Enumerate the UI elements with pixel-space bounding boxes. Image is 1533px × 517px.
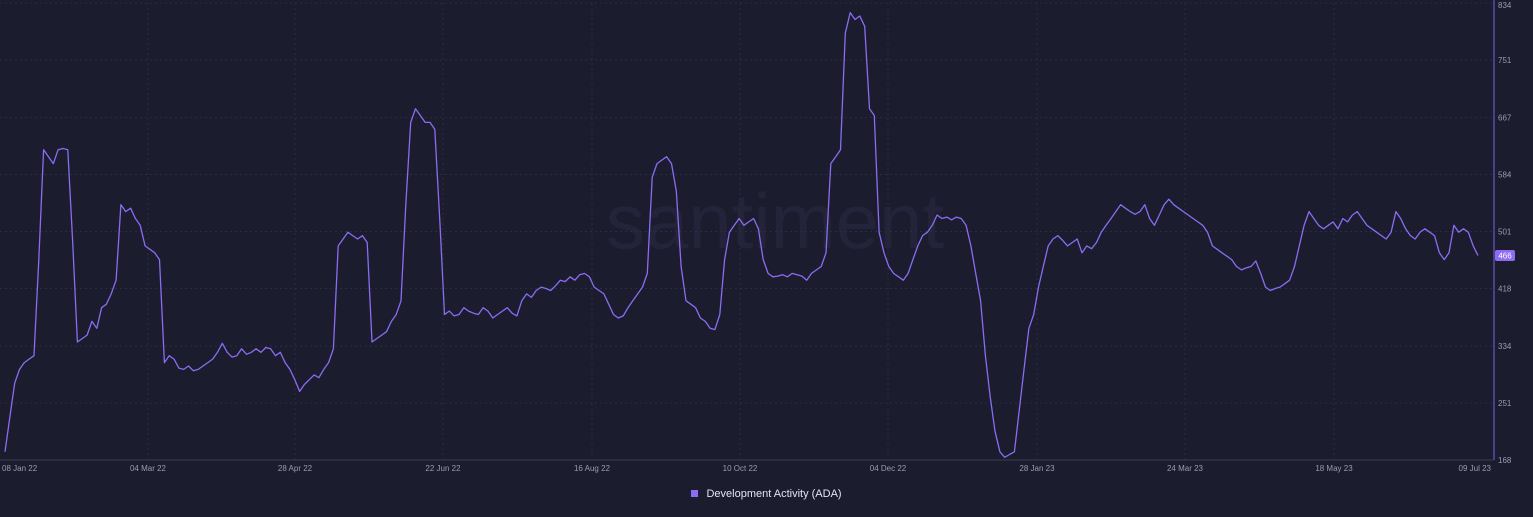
y-tick-label: 751 [1498,56,1512,65]
legend-swatch [691,489,699,497]
x-tick-label: 10 Oct 22 [723,464,758,473]
x-tick-label: 24 Mar 23 [1167,464,1204,473]
series-line-development-activity [4,11,1479,458]
legend[interactable]: Development Activity (ADA) [0,488,1533,500]
last-value-text: 466 [1498,252,1512,261]
watermark: santiment [606,177,944,265]
x-tick-label: 18 May 23 [1315,464,1353,473]
x-tick-label: 04 Mar 22 [130,464,167,473]
y-tick-label: 834 [1498,1,1512,10]
y-tick-label: 501 [1498,228,1512,237]
last-value-badge: 466 [1495,250,1515,262]
last-value-rect [1495,250,1515,262]
x-tick-label: 08 Jan 22 [2,464,38,473]
legend-label: Development Activity (ADA) [706,488,842,500]
x-tick-label: 22 Jun 22 [425,464,461,473]
y-tick-label: 584 [1498,171,1512,180]
y-tick-label: 168 [1498,456,1512,465]
y-tick-label: 334 [1498,342,1512,351]
y-tick-layer: 168 251 334 418 501 584 667 751 834 [1498,1,1512,465]
x-tick-label: 28 Jan 23 [1019,464,1055,473]
x-tick-layer: 08 Jan 22 04 Mar 22 28 Apr 22 22 Jun 22 16 A… [2,464,1492,473]
y-tick-label: 418 [1498,284,1512,293]
x-tick-label: 16 Aug 22 [574,464,611,473]
x-tick-label: 28 Apr 22 [278,464,313,473]
chart-svg: santiment 08 Jan 22 04 Mar 22 28 Apr 22 22 … [0,0,1515,473]
y-tick-label: 251 [1498,399,1512,408]
x-tick-label: 09 Jul 23 [1459,464,1492,473]
y-tick-label: 667 [1498,114,1512,123]
x-tick-label: 04 Dec 22 [870,464,907,473]
